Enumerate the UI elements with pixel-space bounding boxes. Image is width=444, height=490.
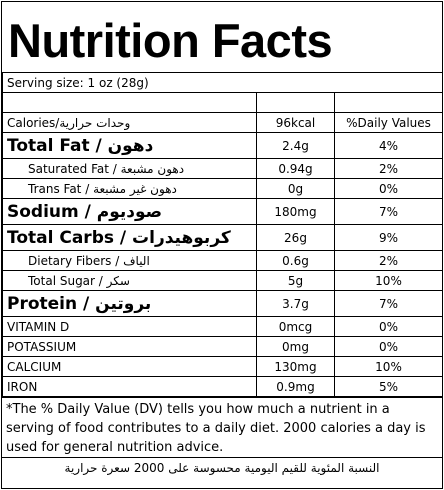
amount: 5g bbox=[256, 270, 335, 291]
nutrient-name: CALCIUM bbox=[2, 356, 257, 377]
nutrient-name: Sodium / صوديوم bbox=[2, 198, 257, 225]
amount: 180mg bbox=[256, 198, 335, 225]
amount: 0.94g bbox=[256, 158, 335, 179]
daily-value: 10% bbox=[333, 356, 444, 377]
amount: 3.7g bbox=[256, 290, 335, 317]
blank-row bbox=[2, 92, 444, 113]
daily-value: 5% bbox=[333, 376, 444, 397]
footnote: *The % Daily Value (DV) tells you how mu… bbox=[2, 397, 442, 457]
cell bbox=[333, 92, 444, 113]
daily-value: 0% bbox=[333, 336, 444, 357]
nutrient-name: Trans Fat / دهون غير مشبعة bbox=[2, 178, 257, 199]
amount: 0mcg bbox=[256, 316, 335, 337]
amount: 0g bbox=[256, 178, 335, 199]
nutrient-row: CALCIUM 130mg 10% bbox=[2, 356, 444, 377]
nutrient-row: IRON 0.9mg 5% bbox=[2, 376, 444, 397]
nutrient-row: VITAMIN D 0mcg 0% bbox=[2, 316, 444, 337]
amount: 26g bbox=[256, 224, 335, 251]
amount: 130mg bbox=[256, 356, 335, 377]
rows: Calories/وحدات حرارية 96kcal %Daily Values… bbox=[2, 112, 444, 397]
daily-value: 2% bbox=[333, 158, 444, 179]
daily-value: 0% bbox=[333, 316, 444, 337]
nutrient-row: Total Fat / دهون 2.4g 4% bbox=[2, 132, 444, 159]
daily-value: 4% bbox=[333, 132, 444, 159]
nutrient-name: Dietary Fibers / الياف bbox=[2, 250, 257, 271]
nutrient-row: Sodium / صوديوم 180mg 7% bbox=[2, 198, 444, 225]
daily-value: 0% bbox=[333, 178, 444, 199]
nutrient-name: IRON bbox=[2, 376, 257, 397]
nutrient-name: Total Sugar / سكر bbox=[2, 270, 257, 291]
amount: 0mg bbox=[256, 336, 335, 357]
daily-value: 9% bbox=[333, 224, 444, 251]
nutrient-row: Saturated Fat / دهون مشبعة 0.94g 2% bbox=[2, 158, 444, 179]
nutrient-name: VITAMIN D bbox=[2, 316, 257, 337]
nutrient-row: Protein / بروتين 3.7g 7% bbox=[2, 290, 444, 317]
daily-value: 7% bbox=[333, 290, 444, 317]
cell bbox=[256, 92, 335, 113]
nutrient-name: POTASSIUM bbox=[2, 336, 257, 357]
title: Nutrition Facts bbox=[8, 14, 333, 67]
amount: 2.4g bbox=[256, 132, 335, 159]
amount: 96kcal bbox=[256, 112, 335, 133]
nutrient-name: Total Carbs / كربوهيدرات bbox=[2, 224, 257, 251]
nutrient-row: POTASSIUM 0mg 0% bbox=[2, 336, 444, 357]
nutrient-name: Calories/وحدات حرارية bbox=[2, 112, 257, 133]
cell bbox=[2, 92, 257, 113]
nutrient-row: Total Sugar / سكر 5g 10% bbox=[2, 270, 444, 291]
nutrient-name: Saturated Fat / دهون مشبعة bbox=[2, 158, 257, 179]
amount: 0.6g bbox=[256, 250, 335, 271]
amount: 0.9mg bbox=[256, 376, 335, 397]
footnote-arabic: النسبة المئوية للقيم اليومية محسوسة على … bbox=[2, 457, 442, 478]
daily-value: 2% bbox=[333, 250, 444, 271]
nutrient-row: Total Carbs / كربوهيدرات 26g 9% bbox=[2, 224, 444, 251]
daily-value: %Daily Values bbox=[333, 112, 444, 133]
nutrient-row: Dietary Fibers / الياف 0.6g 2% bbox=[2, 250, 444, 271]
daily-value: 7% bbox=[333, 198, 444, 225]
nutrient-name: Total Fat / دهون bbox=[2, 132, 257, 159]
serving-size: Serving size: 1 oz (28g) bbox=[1, 72, 444, 93]
nutrient-name: Protein / بروتين bbox=[2, 290, 257, 317]
serving-row: Serving size: 1 oz (28g) bbox=[1, 72, 444, 93]
nutrition-table: Serving size: 1 oz (28g) Calories/وحدات … bbox=[1, 72, 444, 397]
nutrient-row: Trans Fat / دهون غير مشبعة 0g 0% bbox=[2, 178, 444, 199]
daily-value: 10% bbox=[333, 270, 444, 291]
nutrient-row: Calories/وحدات حرارية 96kcal %Daily Values bbox=[2, 112, 444, 133]
